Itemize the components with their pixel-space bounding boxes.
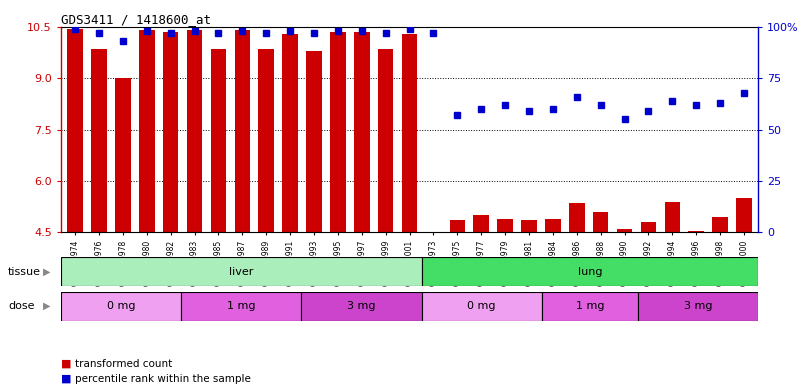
Bar [664,202,680,232]
Bar [545,218,560,232]
Bar [234,30,250,232]
Bar [593,212,608,232]
Bar [330,32,345,232]
Text: 1 mg: 1 mg [227,301,255,311]
Text: transformed count: transformed count [75,359,172,369]
Bar [282,34,298,232]
Bar [92,49,107,232]
Bar [211,49,226,232]
Text: 3 mg: 3 mg [684,301,712,311]
Text: percentile rank within the sample: percentile rank within the sample [75,374,251,384]
Bar [187,30,203,232]
Text: tissue: tissue [8,266,41,277]
Bar [449,220,465,232]
Text: 0 mg: 0 mg [467,301,496,311]
Text: ▶: ▶ [43,301,50,311]
Bar [497,218,513,232]
Bar [307,51,322,232]
Bar [638,292,758,321]
Bar [641,222,656,232]
Text: GDS3411 / 1418600_at: GDS3411 / 1418600_at [61,13,211,26]
Bar [139,30,155,232]
Text: lung: lung [577,266,603,277]
Bar [354,32,370,232]
Text: ■: ■ [61,374,71,384]
Bar [302,292,422,321]
Bar [67,28,83,232]
Text: ▶: ▶ [43,266,50,277]
Bar [422,257,758,286]
Bar [712,217,727,232]
Bar [181,292,302,321]
Text: 1 mg: 1 mg [576,301,604,311]
Bar [378,49,393,232]
Bar [115,78,131,232]
Bar [401,34,418,232]
Bar [422,292,542,321]
Bar [542,292,638,321]
Bar [61,292,181,321]
Bar [163,32,178,232]
Text: 3 mg: 3 mg [347,301,375,311]
Text: dose: dose [8,301,35,311]
Bar [616,229,633,232]
Bar [474,215,489,232]
Text: 0 mg: 0 mg [107,301,135,311]
Bar [521,220,537,232]
Bar [689,231,704,232]
Bar [736,198,752,232]
Bar [61,257,422,286]
Bar [259,49,274,232]
Bar [569,203,585,232]
Text: ■: ■ [61,359,71,369]
Text: liver: liver [229,266,253,277]
